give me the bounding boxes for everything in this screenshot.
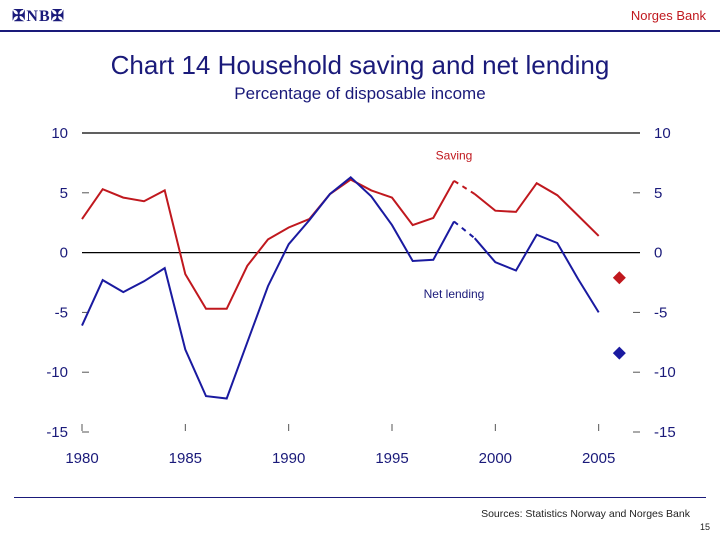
y-tick-label-right: 5	[654, 185, 662, 202]
brand-name: Norges Bank	[630, 8, 706, 23]
net-lending-series-line-recent	[473, 233, 600, 313]
y-tick-label-right: -15	[654, 424, 676, 441]
saving-series-dashed-segment	[453, 179, 476, 195]
chart-subtitle: Percentage of disposable income	[234, 84, 486, 103]
y-tick-label-right: -10	[654, 364, 676, 381]
y-tick-label-left: 10	[51, 125, 68, 142]
x-tick-label: 2005	[582, 450, 615, 467]
header-rule	[0, 30, 720, 32]
x-tick-label: 1980	[65, 450, 98, 467]
saving-series-line-recent	[474, 181, 600, 237]
y-tick-label-left: -5	[55, 304, 68, 321]
y-tick-label-right: 10	[654, 125, 671, 142]
page-number: 15	[699, 522, 710, 532]
y-tick-label-right: 0	[654, 245, 662, 262]
net-lending-series-dashed-segment	[453, 220, 476, 239]
y-tick-label-left: -10	[46, 364, 68, 381]
logo-text: NB	[26, 8, 51, 25]
y-tick-label-left: 0	[60, 245, 68, 262]
saving-projection-marker	[612, 271, 626, 285]
y-tick-label-left: -15	[46, 424, 68, 441]
net-lending-annotation: Net lending	[424, 287, 485, 301]
norges-bank-logo: ✠NB✠	[12, 8, 66, 25]
y-tick-label-left: 5	[60, 185, 68, 202]
source-note: Sources: Statistics Norway and Norges Ba…	[481, 508, 690, 520]
x-tick-label: 1985	[169, 450, 202, 467]
saving-series-line	[81, 178, 455, 310]
footer-rule	[14, 497, 706, 498]
saving-annotation: Saving	[436, 148, 473, 162]
net-lending-series-line	[81, 175, 455, 400]
net-lending-projection-marker	[612, 346, 626, 360]
x-tick-label: 1990	[272, 450, 305, 467]
y-tick-label-right: -5	[654, 304, 667, 321]
x-tick-label: 1995	[375, 450, 408, 467]
x-tick-label: 2000	[479, 450, 512, 467]
chart-title: Chart 14 Household saving and net lendin…	[110, 50, 610, 80]
